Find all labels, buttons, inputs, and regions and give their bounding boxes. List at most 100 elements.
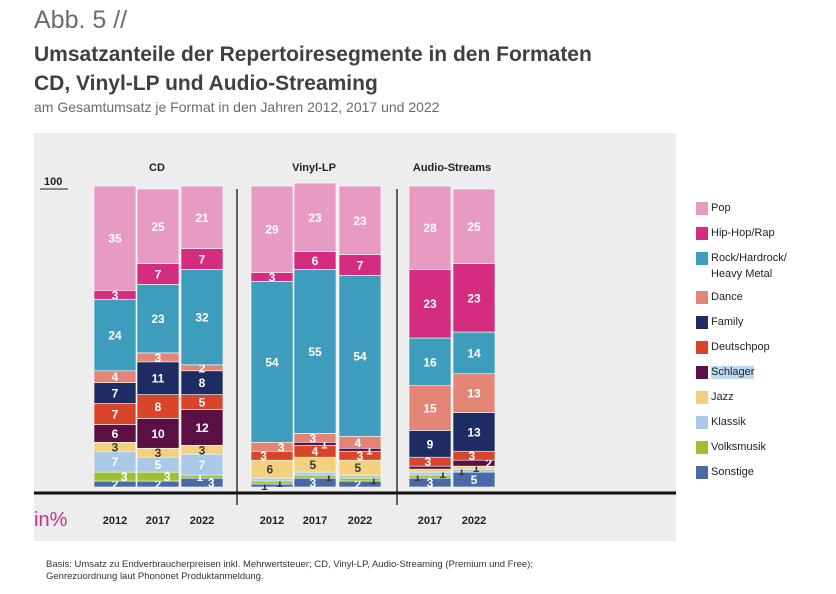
legend-swatch: [696, 416, 708, 429]
data-label: 2: [199, 361, 206, 375]
legend-swatch: [696, 391, 708, 404]
legend-label: Hip-Hop/Rap: [711, 227, 775, 239]
data-label: 2: [355, 478, 362, 492]
data-label: 3: [269, 270, 276, 284]
data-label: 2: [155, 478, 162, 492]
legend-swatch: [696, 227, 708, 240]
legend-label-line-2: Heavy Metal: [711, 268, 773, 280]
data-label: 6: [112, 427, 119, 441]
data-label: 23: [308, 211, 322, 225]
legend-swatch: [696, 316, 708, 329]
data-label: 4: [312, 445, 319, 459]
legend-label: Klassik: [711, 416, 746, 428]
legend-swatch: [696, 341, 708, 354]
bar-segment: [452, 373, 496, 413]
data-label: 1: [414, 470, 421, 484]
source-note-line-1: Basis: Umsatz zu Endverbraucherpreisen i…: [46, 559, 533, 570]
bar-segment: [452, 263, 496, 333]
year-label: 2022: [462, 515, 486, 527]
data-label: 3: [199, 443, 206, 457]
data-label: 1: [325, 470, 332, 484]
data-label: 1: [439, 467, 446, 481]
y-axis-max-label: 100: [44, 176, 62, 188]
data-label: 5: [355, 461, 362, 475]
bar-segment: [293, 471, 337, 476]
data-label: 3: [427, 476, 434, 490]
year-label: 2012: [260, 515, 284, 527]
data-label: 3: [310, 431, 317, 445]
data-label: 13: [467, 387, 481, 401]
bar-segment: [408, 468, 452, 473]
figure-number: Abb. 5 //: [34, 6, 128, 34]
data-label: 3: [112, 288, 119, 302]
data-label: 1: [458, 464, 465, 478]
data-label: 3: [208, 476, 215, 490]
data-label: 3: [155, 351, 162, 365]
bar-segment: [136, 471, 180, 482]
data-label: 5: [310, 458, 317, 472]
data-label: 3: [121, 470, 128, 484]
data-label: 29: [265, 223, 279, 237]
chart-subtitle: am Gesamtumsatz je Format in den Jahren …: [34, 99, 440, 115]
data-label: 4: [355, 436, 362, 450]
bar-segment: [338, 474, 382, 479]
bar-segment: [93, 471, 137, 482]
bar-segment: [408, 269, 452, 339]
data-label: 16: [423, 355, 437, 369]
data-label: 7: [357, 258, 364, 272]
data-label: 1: [276, 476, 283, 490]
bar-segment: [338, 185, 382, 255]
data-label: 7: [112, 387, 119, 401]
data-label: 3: [425, 455, 432, 469]
data-label: 1: [321, 437, 328, 451]
legend-label: Deutschpop: [711, 341, 770, 353]
year-label: 2022: [348, 515, 372, 527]
chart-title: Umsatzanteile der Repertoiresegmente in …: [34, 40, 794, 98]
data-label: 25: [151, 220, 165, 234]
data-label: 55: [308, 345, 322, 359]
bar-segment: [180, 185, 224, 249]
source-note: Basis: Umsatz zu Endverbraucherpreisen i…: [46, 559, 666, 583]
bar-segment: [136, 284, 180, 354]
data-label: 5: [155, 458, 162, 472]
bar-segment: [293, 269, 337, 434]
data-label: 3: [357, 449, 364, 463]
data-label: 54: [353, 349, 367, 363]
data-label: 21: [195, 211, 209, 225]
data-label: 1: [473, 461, 480, 475]
data-label: 35: [108, 232, 122, 246]
data-label: 3: [469, 449, 476, 463]
legend-swatch: [696, 466, 708, 479]
data-label: 1: [366, 443, 373, 457]
data-label: 15: [423, 402, 437, 416]
data-label: 3: [155, 446, 162, 460]
bar-segment: [136, 188, 180, 264]
chart-panel: 100 in% CD 2 3 7 3 6 7 7 4 24 3 35 2012 2 3 5 3 10 8 11 3 23 7 25…: [34, 133, 676, 541]
group-label: Vinyl-LP: [292, 162, 336, 174]
legend-label: Schlager: [711, 366, 755, 379]
legend-label: Volksmusik: [711, 441, 767, 453]
bar-segment: [180, 269, 224, 366]
data-label: 23: [151, 312, 165, 326]
data-label: 28: [423, 221, 437, 235]
data-label: 3: [164, 470, 171, 484]
data-label: 6: [312, 254, 319, 268]
data-label: 3: [310, 476, 317, 490]
year-label: 2017: [146, 515, 170, 527]
year-label: 2012: [103, 515, 127, 527]
data-label: 6: [267, 463, 274, 477]
data-label: 14: [467, 346, 481, 360]
data-label: 9: [427, 437, 434, 451]
data-label: 7: [199, 253, 206, 267]
data-label: 8: [155, 400, 162, 414]
bar-segment: [180, 409, 224, 446]
year-label: 2022: [190, 515, 214, 527]
legend-swatch: [696, 441, 708, 454]
legend-swatch: [696, 252, 708, 265]
bar-segment: [93, 185, 137, 291]
data-label: 32: [195, 311, 209, 325]
data-label: 1: [370, 473, 377, 487]
data-label: 7: [199, 458, 206, 472]
stacked-bar-chart: 100in%CD23736774243352012235310811323725…: [34, 162, 676, 531]
legend-label: Dance: [711, 291, 743, 303]
